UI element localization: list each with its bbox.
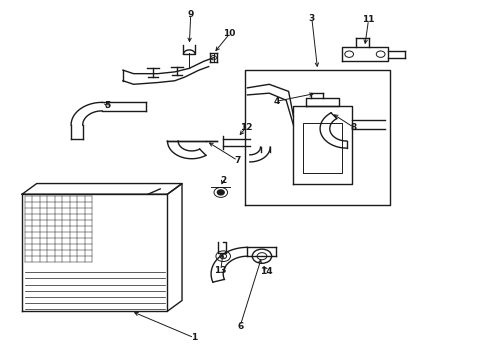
Text: 1: 1 <box>191 333 197 342</box>
Text: 2: 2 <box>220 176 226 185</box>
Text: 12: 12 <box>240 123 252 132</box>
Text: 4: 4 <box>273 97 280 106</box>
Text: 13: 13 <box>215 266 227 275</box>
Text: 3: 3 <box>309 14 315 23</box>
Text: 9: 9 <box>188 10 194 19</box>
Text: 5: 5 <box>104 101 110 110</box>
Text: 8: 8 <box>351 123 357 132</box>
Text: 10: 10 <box>223 30 236 39</box>
Text: 7: 7 <box>235 156 241 165</box>
Text: 6: 6 <box>237 321 243 330</box>
Circle shape <box>218 190 224 195</box>
Text: 14: 14 <box>261 267 273 276</box>
Text: 11: 11 <box>362 15 375 24</box>
